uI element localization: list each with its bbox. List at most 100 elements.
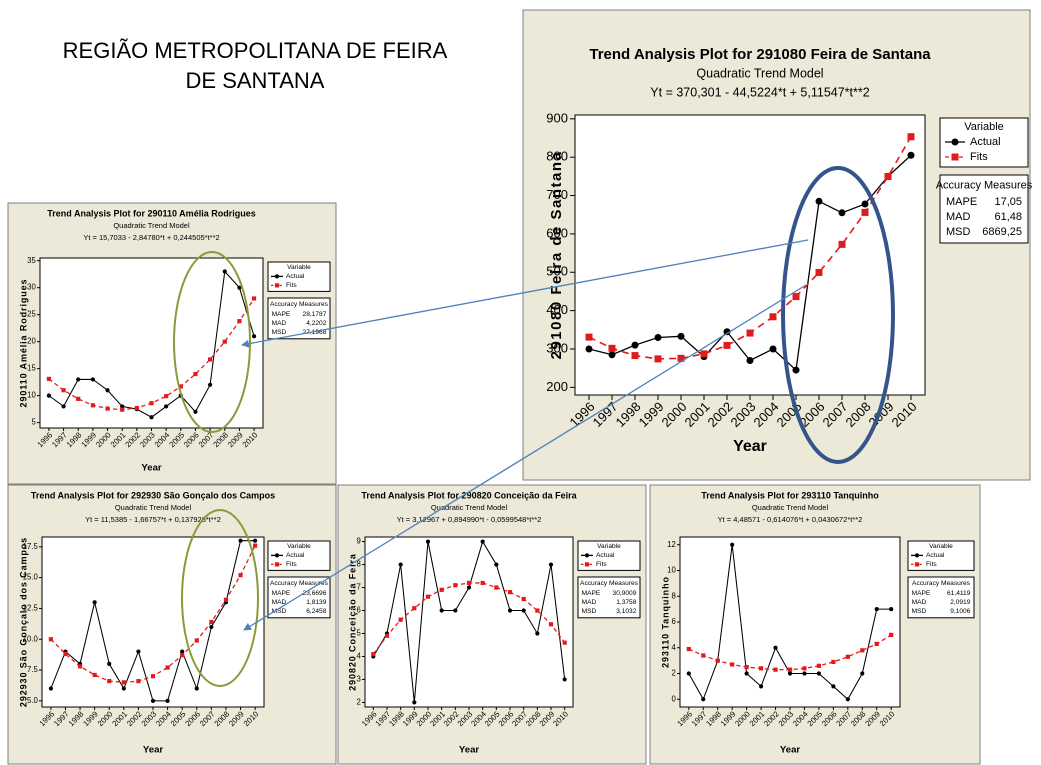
data-point — [90, 403, 95, 408]
highlight-ellipse — [181, 509, 259, 687]
accuracy-value: 17,05 — [994, 196, 1022, 208]
highlight-ellipse — [781, 166, 895, 464]
chart-title: Trend Analysis Plot for 291080 Feira de … — [589, 46, 931, 63]
legend-label: Actual — [286, 552, 305, 559]
data-point — [92, 600, 97, 605]
y-tick-label: 5.0 — [27, 696, 39, 705]
data-point — [631, 341, 639, 349]
x-axis-label: Year — [459, 745, 480, 756]
data-point — [46, 376, 52, 381]
data-point — [631, 352, 639, 360]
legend-title: Variable — [287, 264, 311, 271]
y-tick-label: 20 — [27, 337, 36, 346]
data-point — [802, 671, 807, 676]
y-axis-label: 291080 Feira de Santana — [548, 151, 565, 360]
data-point — [251, 334, 257, 339]
equation: Yt = 11,5385 - 1,66757*t + 0,137928*t**2 — [85, 515, 221, 524]
y-tick-label: 4 — [356, 652, 361, 661]
accuracy-measure: MAPE — [912, 590, 931, 597]
data-point — [730, 542, 735, 547]
accuracy-value: 6,2458 — [306, 608, 327, 615]
data-point — [769, 345, 777, 353]
y-axis-label: 290820 Conceição da Feira — [347, 553, 357, 691]
y-tick-label: 4 — [671, 643, 676, 652]
data-point — [677, 332, 685, 340]
plot-area — [41, 536, 265, 708]
legend-label: Actual — [286, 273, 305, 280]
y-tick-label: 12 — [667, 540, 676, 549]
data-point — [425, 594, 431, 599]
y-axis-label: 293110 Tanquinho — [660, 576, 670, 668]
accuracy-box — [267, 297, 331, 340]
accuracy-value: 2,0919 — [950, 599, 971, 606]
data-point — [677, 354, 685, 362]
data-point — [773, 667, 778, 672]
data-point — [238, 538, 243, 543]
accuracy-value: 6869,25 — [982, 226, 1022, 238]
legend-marker — [951, 153, 959, 161]
data-point — [77, 664, 83, 669]
data-point — [63, 651, 68, 657]
y-tick-label: 700 — [546, 187, 568, 202]
data-point — [521, 608, 526, 613]
accuracy-title: Accuracy Measures — [912, 580, 971, 587]
data-point — [845, 697, 850, 702]
data-point — [701, 653, 706, 658]
data-point — [686, 671, 691, 676]
data-point — [453, 583, 458, 588]
accuracy-value: 23,6696 — [303, 590, 327, 597]
accuracy-measure: MAPE — [582, 590, 601, 597]
data-point — [787, 671, 793, 676]
data-point — [838, 240, 846, 248]
data-point — [121, 680, 126, 685]
data-point — [61, 404, 66, 409]
accuracy-measure: MSD — [582, 608, 597, 615]
y-axis-label: 292930 São Gonçalo dos Campos — [18, 537, 28, 707]
y-tick-label: 500 — [546, 264, 568, 279]
chart-panel: Trend Analysis Plot for 290110 Amélia Ro… — [7, 202, 337, 485]
data-point — [208, 382, 213, 387]
accuracy-measure: MAD — [912, 599, 927, 606]
legend-label: Actual — [970, 136, 1001, 148]
legend-title: Variable — [597, 543, 621, 550]
accuracy-measure: MAD — [946, 211, 971, 223]
legend-marker — [274, 283, 280, 288]
y-tick-label: 300 — [546, 340, 568, 355]
accuracy-measure: MAD — [582, 599, 597, 606]
y-tick-label: 2 — [671, 669, 675, 678]
legend-marker — [914, 562, 920, 567]
data-point — [253, 543, 258, 548]
y-tick-label: 800 — [546, 149, 568, 164]
y-tick-label: 5 — [356, 629, 361, 638]
arrow — [241, 239, 809, 348]
data-point — [816, 663, 822, 668]
y-tick-label: 10.0 — [23, 634, 39, 643]
data-point — [723, 328, 731, 336]
accuracy-title: Accuracy Measures — [270, 580, 329, 587]
legend-marker — [584, 553, 590, 558]
accuracy-title: Accuracy Measures — [580, 580, 639, 587]
accuracy-title: Accuracy Measures — [936, 179, 1033, 191]
data-point — [874, 607, 879, 612]
data-point — [194, 638, 199, 643]
data-point — [371, 652, 376, 657]
equation: Yt = 15,7033 - 2,84780*t + 0,244505*t**2 — [83, 233, 219, 242]
data-point — [701, 697, 706, 702]
accuracy-value: 28,1787 — [303, 311, 327, 318]
legend-label: Fits — [596, 561, 607, 568]
data-point — [562, 677, 567, 682]
data-point — [535, 631, 540, 636]
data-point — [787, 667, 793, 672]
legend-title: Variable — [964, 121, 1004, 133]
data-point — [439, 587, 444, 592]
data-point — [48, 637, 53, 642]
y-tick-label: 8 — [671, 591, 675, 600]
data-point — [134, 405, 139, 411]
chart-subtitle: Quadratic Trend Model — [752, 503, 829, 512]
chart-title: Trend Analysis Plot for 290820 Conceição… — [361, 490, 577, 500]
data-point — [816, 671, 822, 676]
data-point — [860, 671, 865, 676]
accuracy-value: 1,3758 — [616, 599, 637, 606]
data-point — [164, 394, 169, 399]
